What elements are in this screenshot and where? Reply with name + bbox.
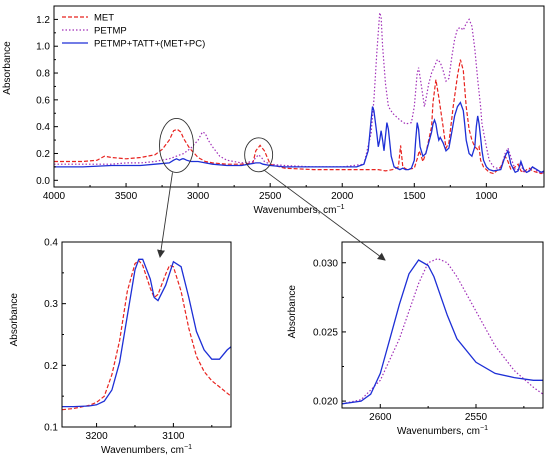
zoom-arrow-left [157,172,173,258]
annotation-layer [157,117,386,261]
y-tick-label: 0.8 [36,69,50,80]
x-tick-label: 2500 [259,191,282,202]
x-tick-label: 1500 [403,191,426,202]
x-tick-label: 1000 [475,191,498,202]
series-line-petmp-tatt-met-pc [62,258,231,408]
y-tick-label: 0.2 [36,149,50,160]
x-tick-label: 2550 [465,412,488,423]
legend-label: PETMP+TATT+(MET+PC) [94,39,205,50]
series-line-met [54,59,544,175]
x-tick-label: 3100 [162,431,185,442]
y-tick-label: 0.3 [44,299,58,310]
chart-inset-left: 0.1 0.2 0.3 0.4 3200 3100 Wavenumbers, cm−1 Abs… [9,238,232,456]
y-tick-label: 0.0 [36,176,50,187]
region-circle [244,137,274,173]
legend: MET PETMP PETMP+TATT+(MET+PC) [62,13,205,50]
region-circle [159,117,194,173]
x-axis-label: Wavenumbers, cm−1 [101,444,192,456]
y-tick-label: 1.0 [36,42,50,53]
legend-label: PETMP [94,26,127,37]
x-axis-label-unit-exponent: −1 [184,444,192,451]
x-axis-label: Wavenumbers, cm−1 [397,425,488,437]
plot-frame [53,5,545,188]
series-line-petmp [342,257,543,405]
legend-label: MET [94,13,114,24]
y-tick-label: 0.4 [36,122,50,133]
plot-frame [341,241,544,409]
x-axis-label-unit-exponent: −1 [337,204,345,211]
chart-main: 0.0 0.2 0.4 0.6 0.8 1.0 1.2 4000 3500 3000 2500 200… [2,5,545,216]
series-line-petmp-tatt-met-pc [54,101,544,174]
x-tick-label: 3000 [187,191,210,202]
series-line-met [62,259,231,411]
x-tick-label: 3500 [115,191,138,202]
y-tick-label: 0.025 [313,327,338,338]
y-tick-label: 0.6 [36,95,50,106]
y-tick-label: 0.030 [313,258,338,269]
x-tick-label: 2000 [331,191,354,202]
y-tick-label: 0.4 [44,238,58,249]
series-line-petmp-tatt-met-pc [342,259,543,405]
y-tick-label: 0.1 [44,423,58,434]
y-tick-label: 0.2 [44,361,58,372]
y-axis-label: Absorbance [2,41,13,95]
chart-inset-right: 0.020 0.025 0.030 2600 2550 Wavenumbers, cm−1… [287,241,544,437]
y-axis-label: Absorbance [9,293,20,347]
x-tick-label: 3200 [85,431,108,442]
x-axis-label-unit-exponent: −1 [480,425,488,432]
series-line-petmp [54,12,544,175]
x-tick-label: 4000 [43,191,66,202]
x-axis-label: Wavenumbers, cm−1 [254,204,345,216]
zoom-arrow-right [263,169,386,261]
y-axis-label: Absorbance [287,285,298,339]
y-tick-label: 0.020 [313,397,338,408]
x-tick-label: 2600 [369,412,392,423]
y-tick-label: 1.2 [36,15,50,26]
